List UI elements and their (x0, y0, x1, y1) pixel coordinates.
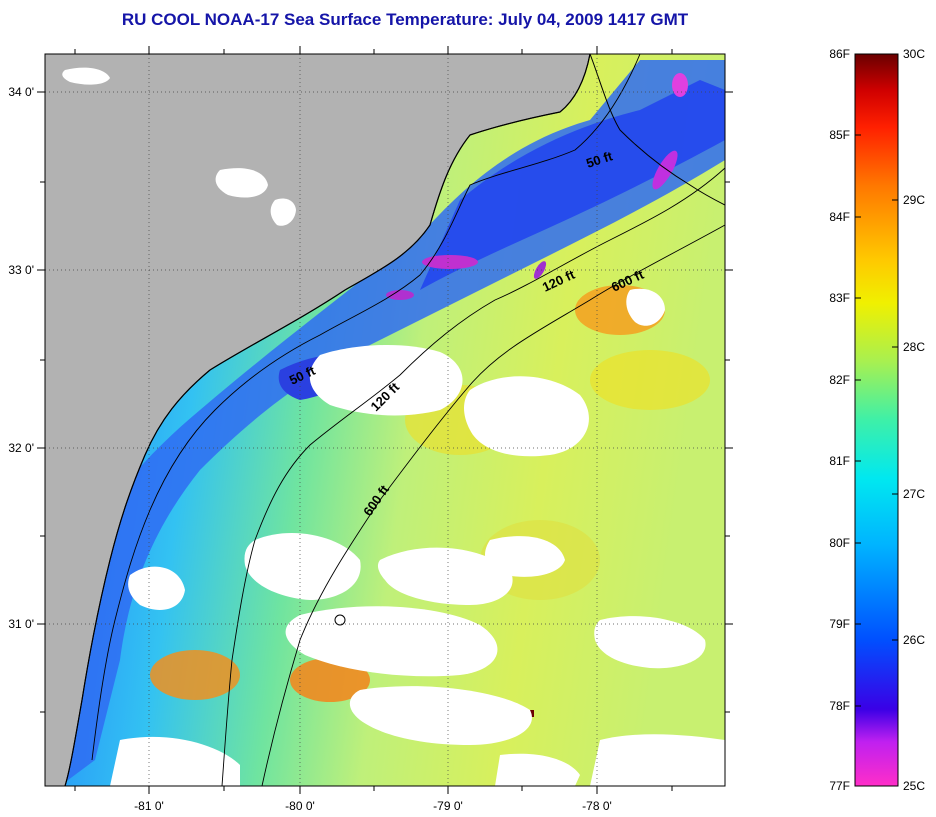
colorbar-label-85f: 85F (829, 128, 850, 142)
colorbar-label-79f: 79F (829, 617, 850, 631)
map-frame (44, 53, 726, 787)
lat-label-31: 31 0' (8, 617, 34, 631)
colorbar-label-84f: 84F (829, 210, 850, 224)
colorbar-label-25c: 25C (903, 779, 925, 793)
colorbar-label-83f: 83F (829, 291, 850, 305)
lon-label-80: -80 0' (285, 799, 315, 813)
lon-label-81: -81 0' (134, 799, 164, 813)
colorbar-label-28c: 28C (903, 340, 925, 354)
colorbar-label-26c: 26C (903, 633, 925, 647)
colorbar-label-29c: 29C (903, 193, 925, 207)
colorbar-label-82f: 82F (829, 373, 850, 387)
colorbar-label-81f: 81F (829, 454, 850, 468)
cloud-cover (62, 67, 725, 786)
map-title: RU COOL NOAA-17 Sea Surface Temperature:… (121, 10, 689, 29)
warm-patch (290, 658, 370, 702)
temperature-colorbar (854, 53, 899, 787)
colorbar-label-77f: 77F (829, 779, 850, 793)
warm-patch (150, 650, 240, 700)
colorbar-label-80f: 80F (829, 536, 850, 550)
colorbar-label-27c: 27C (903, 487, 925, 501)
colorbar-label-86f: 86F (829, 47, 850, 61)
lat-label-34: 34 0' (8, 85, 34, 99)
lon-label-79: -79 0' (433, 799, 463, 813)
lon-label-78: -78 0' (582, 799, 612, 813)
colorbar-label-78f: 78F (829, 699, 850, 713)
cold-nearshore-band (45, 60, 725, 786)
lat-label-32: 32 0' (8, 441, 34, 455)
cold-spot (422, 255, 478, 269)
colorbar-label-30c: 30C (903, 47, 925, 61)
lat-label-33: 33 0' (8, 263, 34, 277)
